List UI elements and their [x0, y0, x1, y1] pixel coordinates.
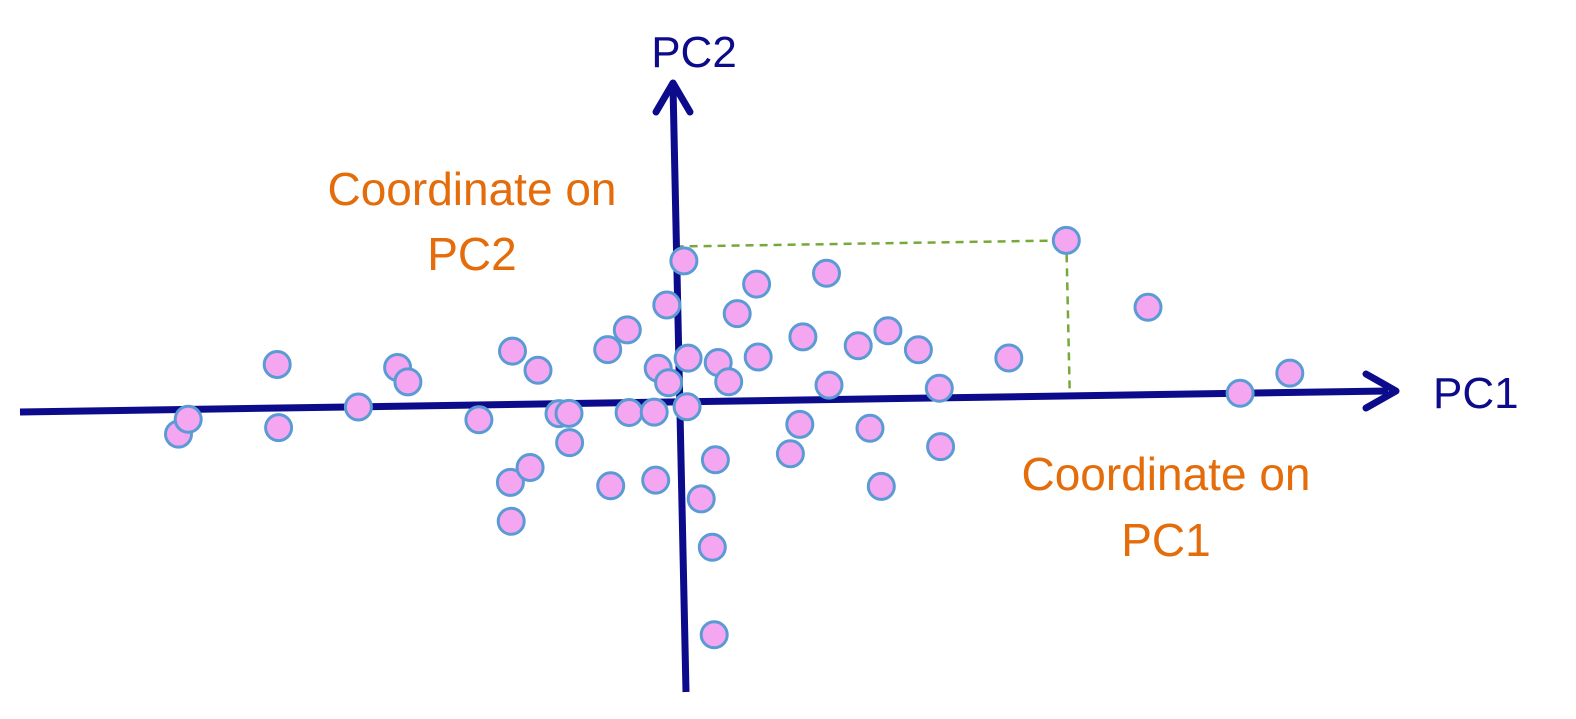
data-point [686, 484, 716, 514]
data-point [393, 367, 423, 397]
data-point [1275, 358, 1305, 388]
data-point [593, 335, 623, 365]
data-point [699, 620, 729, 650]
data-point [641, 465, 671, 495]
data-point [785, 409, 815, 439]
data-point [700, 445, 730, 475]
data-point [264, 413, 294, 443]
data-point [697, 532, 727, 562]
data-points [164, 225, 1305, 650]
data-point [495, 467, 525, 497]
data-point [722, 299, 752, 329]
data-point [812, 258, 841, 288]
coordinate-pc2-annotation-line1: Coordinate on [328, 163, 617, 215]
data-point [554, 398, 584, 428]
data-point [515, 453, 545, 482]
data-point [612, 315, 642, 345]
data-point [669, 246, 699, 276]
data-point [994, 343, 1024, 373]
coordinate-pc2-annotation-line2: PC2 [427, 228, 516, 280]
data-point [498, 336, 527, 366]
data-point [639, 397, 669, 427]
data-point [855, 413, 885, 443]
data-point [673, 343, 703, 373]
pc1-axis [19, 387, 1389, 416]
data-point [788, 322, 818, 352]
pc2-axis-label: PC2 [651, 28, 737, 77]
data-point [464, 405, 494, 435]
data-point [496, 506, 526, 536]
pc1-projection-guide [1065, 240, 1072, 397]
data-point [714, 367, 744, 397]
data-point [743, 342, 773, 372]
data-point [173, 404, 203, 434]
data-point [866, 471, 896, 501]
pc2-arrowhead [652, 79, 694, 116]
data-point [262, 350, 292, 379]
data-point [926, 432, 956, 462]
data-point [1133, 292, 1163, 322]
data-point [343, 392, 373, 422]
pc1-arrowhead [1362, 370, 1400, 412]
data-point [903, 335, 933, 365]
data-point [523, 355, 553, 385]
data-point [555, 428, 585, 458]
data-point [614, 398, 644, 427]
data-point [652, 290, 682, 320]
data-point [654, 368, 684, 398]
data-point [596, 471, 626, 501]
pc2-projection-guide [675, 239, 1067, 248]
pc1-axis-label: PC1 [1433, 369, 1519, 418]
data-point [814, 370, 844, 400]
data-point [1051, 225, 1081, 255]
data-point [924, 373, 954, 403]
data-point [742, 269, 772, 299]
data-point [843, 331, 873, 361]
data-point [775, 439, 805, 469]
data-point [1225, 378, 1255, 408]
coordinate-pc1-annotation-line2: PC1 [1121, 514, 1210, 566]
data-point [672, 392, 702, 422]
coordinate-pc1-annotation-line1: Coordinate on [1022, 448, 1311, 500]
data-point [873, 316, 903, 346]
